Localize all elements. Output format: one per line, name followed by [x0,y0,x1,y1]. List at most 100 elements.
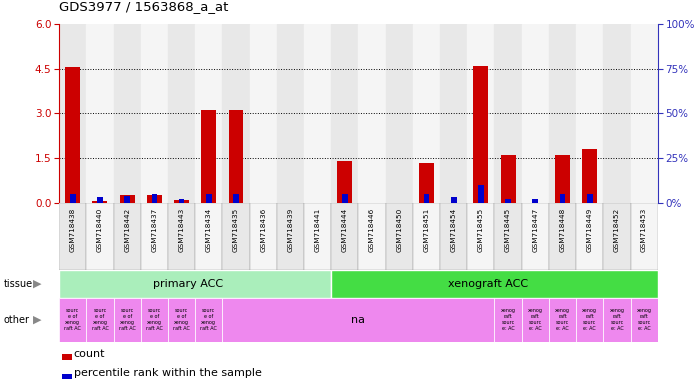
Bar [440,203,467,270]
Text: GSM718443: GSM718443 [179,208,184,252]
Bar [152,194,157,203]
Bar [223,203,250,270]
Text: xenog
raft
sourc
e: AC: xenog raft sourc e: AC [610,308,624,331]
Bar [500,155,516,203]
Bar [125,195,130,203]
Text: tissue: tissue [3,279,33,289]
Bar [331,270,658,298]
Bar [233,194,239,203]
Text: GSM718438: GSM718438 [70,208,76,252]
Text: GSM718446: GSM718446 [369,208,375,252]
Text: ▶: ▶ [33,314,42,325]
Bar [549,24,576,203]
Bar [179,199,184,203]
Text: GSM718436: GSM718436 [260,208,266,252]
Bar [277,203,304,270]
Bar [62,374,72,379]
Bar [424,194,429,203]
Text: ▶: ▶ [33,279,42,289]
Bar [549,298,576,342]
Text: GSM718449: GSM718449 [587,208,593,252]
Bar [386,203,413,270]
Bar [386,24,413,203]
Bar [141,298,168,342]
Bar [228,111,244,203]
Bar [223,24,250,203]
Bar [603,24,631,203]
Text: sourc
e of
xenog
raft AC: sourc e of xenog raft AC [92,308,109,331]
Text: GSM718434: GSM718434 [206,208,212,252]
Bar [223,298,494,342]
Bar [494,298,522,342]
Bar [195,24,223,203]
Bar [174,200,189,203]
Bar [168,203,195,270]
Text: GSM718440: GSM718440 [97,208,103,252]
Bar [532,199,538,203]
Bar [113,203,141,270]
Text: GSM718448: GSM718448 [560,208,565,252]
Bar [195,203,223,270]
Bar [113,298,141,342]
Text: xenog
raft
sourc
e: AC: xenog raft sourc e: AC [528,308,543,331]
Bar [141,203,168,270]
Bar [338,161,352,203]
Text: percentile rank within the sample: percentile rank within the sample [74,368,262,378]
Bar [419,162,434,203]
Bar [59,270,331,298]
Text: sourc
e of
xenog
raft AC: sourc e of xenog raft AC [119,308,136,331]
Bar [147,195,162,203]
Text: GSM718453: GSM718453 [641,208,647,252]
Bar [587,194,592,203]
Text: sourc
e of
xenog
raft AC: sourc e of xenog raft AC [64,308,81,331]
Bar [113,24,141,203]
Text: GSM718447: GSM718447 [532,208,538,252]
Text: xenog
raft
sourc
e: AC: xenog raft sourc e: AC [637,308,651,331]
Bar [304,24,331,203]
Bar [440,24,467,203]
Bar [358,203,386,270]
Bar [549,203,576,270]
Bar [97,197,103,203]
Text: GSM718439: GSM718439 [287,208,294,252]
Text: xenog
raft
sourc
e: AC: xenog raft sourc e: AC [500,308,516,331]
Bar [576,203,603,270]
Bar [522,24,549,203]
Bar [141,24,168,203]
Bar [201,111,216,203]
Text: GSM718455: GSM718455 [478,208,484,252]
Bar [505,199,511,203]
Bar [342,194,348,203]
Bar [576,24,603,203]
Text: sourc
e of
xenog
raft AC: sourc e of xenog raft AC [146,308,163,331]
Bar [560,194,565,203]
Bar [59,24,86,203]
Bar [467,24,494,203]
Bar [277,24,304,203]
Bar [70,194,76,203]
Text: GSM718450: GSM718450 [396,208,402,252]
Text: GSM718441: GSM718441 [315,208,321,252]
Bar [62,354,72,359]
Bar [494,203,522,270]
Text: GSM718454: GSM718454 [451,208,457,252]
Bar [331,24,358,203]
Text: xenograft ACC: xenograft ACC [448,279,528,289]
Bar [86,203,113,270]
Bar [603,203,631,270]
Text: xenog
raft
sourc
e: AC: xenog raft sourc e: AC [555,308,570,331]
Bar [478,185,484,203]
Bar [451,197,457,203]
Text: GSM718452: GSM718452 [614,208,620,252]
Bar [522,203,549,270]
Bar [86,298,113,342]
Bar [168,298,195,342]
Bar [631,24,658,203]
Bar [59,203,86,270]
Bar [168,24,195,203]
Bar [59,298,86,342]
Bar [413,203,440,270]
Bar [576,298,603,342]
Text: GSM718437: GSM718437 [152,208,157,252]
Bar [467,203,494,270]
